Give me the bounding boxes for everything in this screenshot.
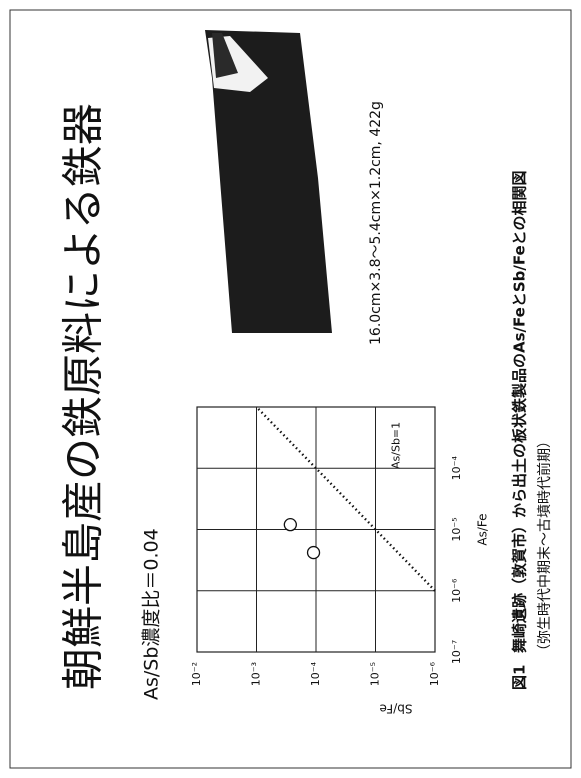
photo-shadow <box>212 33 238 78</box>
y-tick-label: 10⁻² <box>190 662 203 686</box>
data-point <box>283 518 297 532</box>
figure-subcaption: （弥生時代中期末～古墳時代前期） <box>536 434 553 658</box>
reference-label: As/Sb=1 <box>390 422 403 469</box>
photo-caption: 16.0cm×3.8～5.4cm×1.2cm, 422g <box>368 101 384 345</box>
photo <box>205 30 332 333</box>
slide-frame <box>9 9 572 769</box>
slide-title: 朝鮮半島産の鉄原料による鉄器 <box>59 103 108 690</box>
slide: 朝鮮半島産の鉄原料による鉄器 As/Sb濃度比＝0.04 16.0cm×3.8～… <box>9 9 572 769</box>
y-tick-label: 10⁻⁶ <box>428 661 441 686</box>
y-tick-label: 10⁻⁵ <box>369 662 382 686</box>
y-tick-label: 10⁻⁴ <box>309 661 322 686</box>
y-axis-label: Sb/Fe <box>380 702 413 716</box>
x-tick-label: 10⁻⁶ <box>450 578 463 603</box>
chart-title: As/Sb濃度比＝0.04 <box>141 528 163 700</box>
x-tick-label: 10⁻⁷ <box>450 640 463 664</box>
x-axis-label: As/Fe <box>476 513 490 545</box>
x-tick-label: 10⁻⁴ <box>450 456 463 481</box>
chart: 10⁻² 10⁻³ 10⁻⁴ 10⁻⁵ 10⁻⁶ 10⁻⁷ 10⁻⁶ 10⁻⁵ 10⁻⁴ As/F… <box>190 406 490 716</box>
reference-line <box>255 406 436 592</box>
x-tick-label: 10⁻⁵ <box>450 517 463 541</box>
y-tick-label: 10⁻³ <box>250 662 263 686</box>
figure-caption: 舞崎遺跡（敦賀市）から出土の板状鉄製品のAs/FeとSb/Feとの相関図 <box>511 170 529 653</box>
iron-object <box>205 30 332 333</box>
figure-label: 図1 <box>511 665 529 690</box>
data-point <box>306 545 321 560</box>
